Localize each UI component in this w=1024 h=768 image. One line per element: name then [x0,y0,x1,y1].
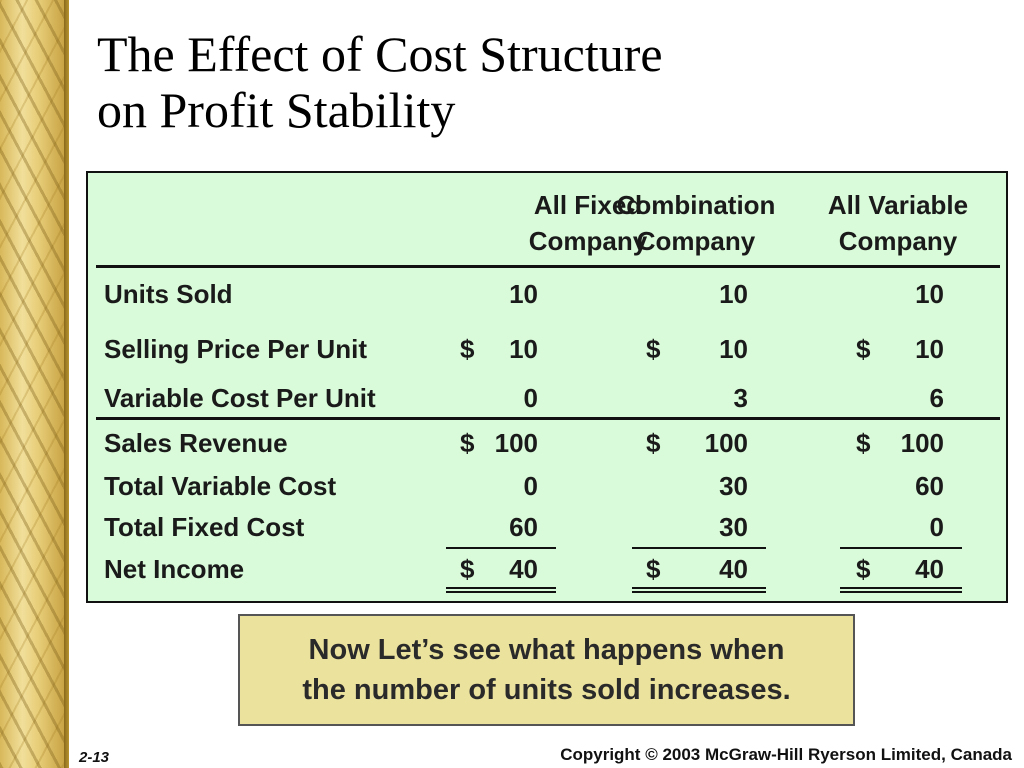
row-label: Selling Price Per Unit [104,334,367,364]
row-label: Total Variable Cost [104,471,337,501]
table-header-row-2: Company Company Company [88,225,1006,257]
table-row-variable-cost: Variable Cost Per Unit 0 3 6 [88,382,1006,414]
cell-value: 10 [509,279,538,309]
total-double-underline [446,587,556,593]
cell-sign: $ [856,334,871,364]
table-header-row-1: All Fixed Combination All Variable [88,189,1006,221]
slide-title: The Effect of Cost Structure on Profit S… [97,26,663,138]
cell-value: 60 [509,512,538,542]
cell-sign: $ [646,334,661,364]
cell-value: 10 [915,334,944,364]
section-divider [96,417,1000,420]
cell-sign: $ [460,428,475,458]
subtotal-underline [446,547,556,549]
row-label: Units Sold [104,279,233,309]
cell-sign: $ [856,428,871,458]
col-header-combination-sub: Company [636,226,756,256]
cell-sign: $ [460,554,475,584]
cell-value: 3 [733,383,748,413]
row-label: Total Fixed Cost [104,512,305,542]
table-row-selling-price: Selling Price Per Unit $ 10 $ 10 $ 10 [88,333,1006,365]
cell-value: 10 [719,334,748,364]
row-label: Net Income [104,554,245,584]
slide-number: 2-13 [79,749,110,766]
decorative-sidebar [0,0,64,768]
title-line-1: The Effect of Cost Structure [97,26,663,82]
copyright-notice: Copyright © 2003 McGraw-Hill Ryerson Lim… [560,745,1012,764]
col-header-combination: Combination [616,190,776,220]
table-row-total-variable-cost: Total Variable Cost 0 30 60 [88,470,1006,502]
cell-value: 40 [915,554,944,584]
row-label: Variable Cost Per Unit [104,383,376,413]
col-header-all-fixed: All Fixed [533,190,643,220]
col-header-all-variable-sub: Company [838,226,958,256]
total-double-underline [632,587,766,593]
cell-value: 0 [523,471,538,501]
cell-value: 100 [704,428,748,458]
cell-value: 6 [929,383,944,413]
cell-value: 100 [900,428,944,458]
col-header-all-fixed-sub: Company [528,226,648,256]
cell-value: 0 [523,383,538,413]
cell-sign: $ [646,554,661,584]
subtotal-underline [632,547,766,549]
cost-structure-table: All Fixed Combination All Variable Compa… [86,171,1008,603]
total-double-underline [840,587,962,593]
table-row-sales-revenue: Sales Revenue $ 100 $ 100 $ 100 [88,427,1006,459]
cell-value: 30 [719,471,748,501]
callout-note: Now Let’s see what happens when the numb… [238,614,855,726]
cell-value: 40 [509,554,538,584]
cell-value: 10 [509,334,538,364]
cell-sign: $ [646,428,661,458]
table-row-units-sold: Units Sold 10 10 10 [88,278,1006,310]
header-divider [96,265,1000,268]
cell-value: 40 [719,554,748,584]
cell-sign: $ [856,554,871,584]
cell-value: 60 [915,471,944,501]
title-line-2: on Profit Stability [97,82,456,138]
cell-value: 10 [915,279,944,309]
cell-value: 0 [929,512,944,542]
note-line-1: Now Let’s see what happens when [308,634,785,666]
table-row-net-income: Net Income $ 40 $ 40 $ 40 [88,553,1006,585]
note-line-2: the number of units sold increases. [302,674,791,706]
cell-value: 100 [494,428,538,458]
cell-value: 10 [719,279,748,309]
cell-sign: $ [460,334,475,364]
cell-value: 30 [719,512,748,542]
row-label: Sales Revenue [104,428,288,458]
sidebar-edge [64,0,69,768]
subtotal-underline [840,547,962,549]
col-header-all-variable: All Variable [827,190,969,220]
table-row-total-fixed-cost: Total Fixed Cost 60 30 0 [88,511,1006,543]
